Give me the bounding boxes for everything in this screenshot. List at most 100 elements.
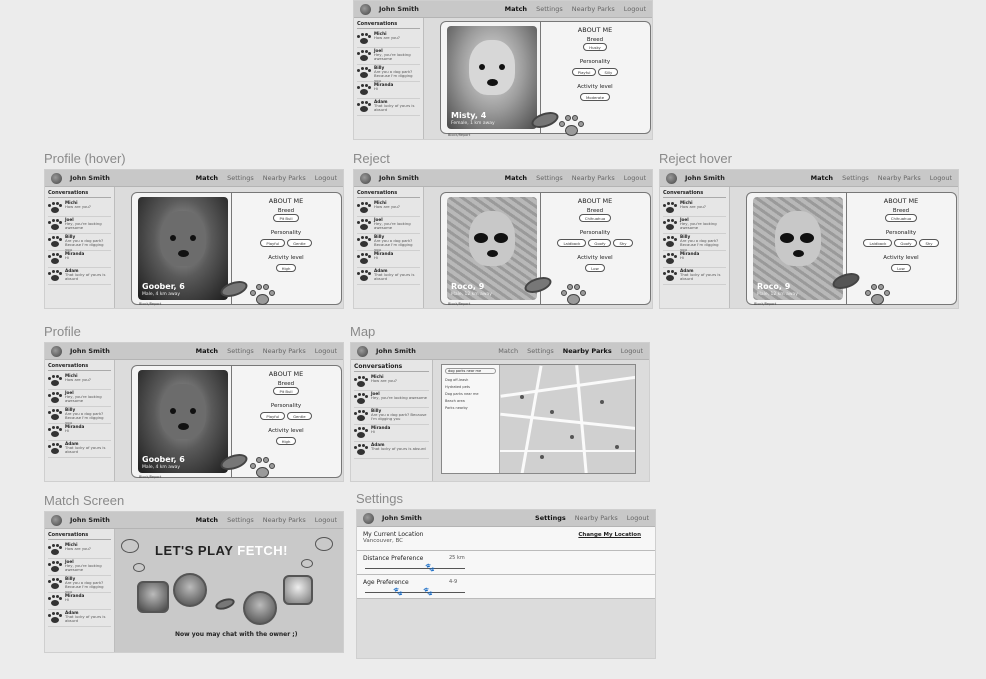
block-report-link[interactable]: Block/Report [139, 475, 162, 479]
conversation-item[interactable]: Michi How are you? [48, 542, 111, 559]
conversation-item[interactable]: Adam That lucky of yours is absurd [357, 268, 420, 285]
nav-settings[interactable]: Settings [535, 514, 566, 522]
dog-photo[interactable]: Goober, 6 Male, 4 km away [138, 370, 228, 473]
conversation-item[interactable]: Adam That lucky of yours is absurd [663, 268, 726, 285]
conversation-item[interactable]: Michi How are you? [48, 373, 111, 390]
avatar[interactable] [357, 345, 368, 357]
map-result-item[interactable]: Beach area [445, 399, 465, 403]
map-result-item[interactable]: Parks nearby [445, 406, 468, 410]
conversation-item[interactable]: Adam That lucky of yours is absurd [48, 610, 111, 627]
block-report-link[interactable]: Block/Report [448, 133, 471, 137]
conversation-item[interactable]: Michi How are you? [663, 200, 726, 217]
conversation-item[interactable]: Miranda Hi [357, 82, 420, 99]
map-result-item[interactable]: Dog parks near me [445, 392, 479, 396]
conversation-item[interactable]: Billy Are you a dog park? Because I'm dig… [663, 234, 726, 252]
map-result-item[interactable]: Hydrated pets [445, 385, 470, 389]
map-pin-icon[interactable] [550, 410, 554, 414]
nav-settings[interactable]: Settings [527, 347, 554, 355]
nav-settings[interactable]: Settings [536, 174, 563, 182]
conversation-item[interactable]: Joel Hey, you're looking awesome [48, 390, 111, 407]
nav-parks[interactable]: Nearby Parks [262, 516, 306, 524]
map-search-input[interactable]: dog parks near me [445, 368, 496, 374]
conversation-item[interactable]: Miranda Hi [48, 593, 111, 610]
age-slider[interactable]: 🐾 🐾 [365, 587, 465, 596]
dog-photo[interactable]: Roco, 9 Male, 12 km away [447, 197, 537, 300]
conversation-item[interactable]: Michi How are you? [48, 200, 111, 217]
like-paw-icon[interactable] [561, 284, 586, 306]
distance-slider[interactable]: 🐾 [365, 563, 465, 572]
paw-knob-icon[interactable]: 🐾 [393, 587, 403, 596]
conversation-item[interactable]: Joel Hey, you're looking awesome [354, 391, 429, 408]
nav-parks[interactable]: Nearby Parks [877, 174, 921, 182]
map-pin-icon[interactable] [520, 395, 524, 399]
conversation-item[interactable]: Miranda Hi [354, 425, 429, 442]
conversation-item[interactable]: Joel Hey, you're looking awesome [663, 217, 726, 234]
nav-match[interactable]: Match [810, 174, 834, 182]
nav-settings[interactable]: Settings [536, 5, 563, 13]
like-paw-icon[interactable] [250, 284, 275, 306]
conversation-item[interactable]: Miranda Hi [48, 251, 111, 268]
nav-settings[interactable]: Settings [227, 347, 254, 355]
nav-match[interactable]: Match [195, 347, 219, 355]
change-location-link[interactable]: Change My Location [578, 532, 641, 538]
conversation-item[interactable]: Miranda Hi [663, 251, 726, 268]
conversation-item[interactable]: Billy Are you a dog park? Because I'm dig… [48, 234, 111, 252]
nav-settings[interactable]: Settings [227, 516, 254, 524]
conversation-item[interactable]: Joel Hey, you're looking awesome [48, 559, 111, 576]
nav-match[interactable]: Match [504, 174, 528, 182]
block-report-link[interactable]: Block/Report [448, 302, 471, 306]
avatar[interactable] [360, 3, 371, 15]
conversation-item[interactable]: Joel Hey, you're looking awesome [357, 217, 420, 234]
nav-logout[interactable]: Logout [314, 516, 337, 524]
conversation-item[interactable]: Michi How are you? [357, 200, 420, 217]
nav-logout[interactable]: Logout [314, 347, 337, 355]
nav-logout[interactable]: Logout [929, 174, 952, 182]
nav-match[interactable]: Match [195, 174, 219, 182]
conversation-item[interactable]: Adam That lucky of yours is absurd [357, 99, 420, 116]
avatar[interactable] [666, 172, 677, 184]
map-pin-icon[interactable] [540, 455, 544, 459]
dog-photo[interactable]: Misty, 4 Female, 1 km away [447, 26, 537, 129]
nav-logout[interactable]: Logout [620, 347, 643, 355]
conversation-item[interactable]: Joel Hey, you're looking awesome [357, 48, 420, 65]
nav-logout[interactable]: Logout [623, 174, 646, 182]
nav-logout[interactable]: Logout [626, 514, 649, 522]
block-report-link[interactable]: Block/Report [754, 302, 777, 306]
conversation-item[interactable]: Michi How are you? [354, 374, 429, 391]
paw-knob-icon[interactable]: 🐾 [423, 587, 433, 596]
map-canvas[interactable] [500, 365, 635, 473]
avatar[interactable] [51, 345, 62, 357]
conversation-item[interactable]: Billy Are you a dog park? Because I'm dig… [48, 576, 111, 594]
conversation-item[interactable]: Joel Hey, you're looking awesome [48, 217, 111, 234]
conversation-item[interactable]: Billy Are you a dog park? Because I'm dig… [354, 408, 429, 425]
block-report-link[interactable]: Block/Report [139, 302, 162, 306]
nav-settings[interactable]: Settings [227, 174, 254, 182]
conversation-item[interactable]: Michi How are you? [357, 31, 420, 48]
map-view[interactable]: dog parks near me Dog off-leash Hydrated… [441, 364, 636, 474]
nav-parks[interactable]: Nearby Parks [574, 514, 618, 522]
avatar[interactable] [360, 172, 371, 184]
nav-parks[interactable]: Nearby Parks [562, 347, 612, 355]
conversation-item[interactable]: Adam That lucky of yours is absurd [48, 441, 111, 458]
nav-logout[interactable]: Logout [623, 5, 646, 13]
like-paw-icon[interactable] [865, 284, 890, 306]
nav-parks[interactable]: Nearby Parks [262, 174, 306, 182]
conversation-item[interactable]: Adam That lucky of yours is absurd [354, 442, 429, 459]
map-result-item[interactable]: Dog off-leash [445, 378, 469, 382]
nav-logout[interactable]: Logout [314, 174, 337, 182]
avatar[interactable] [51, 172, 62, 184]
avatar[interactable] [363, 512, 374, 524]
conversation-item[interactable]: Miranda Hi [48, 424, 111, 441]
map-pin-icon[interactable] [570, 435, 574, 439]
dog-photo[interactable]: Roco, 9 Male, 12 km away [753, 197, 843, 300]
nav-parks[interactable]: Nearby Parks [571, 5, 615, 13]
dog-photo[interactable]: Goober, 6 Male, 4 km away [138, 197, 228, 300]
nav-match[interactable]: Match [504, 5, 528, 13]
map-pin-icon[interactable] [615, 445, 619, 449]
conversation-item[interactable]: Miranda Hi [357, 251, 420, 268]
map-pin-icon[interactable] [600, 400, 604, 404]
conversation-item[interactable]: Adam That lucky of yours is absurd [48, 268, 111, 285]
conversation-item[interactable]: Billy Are you a dog park? Because I'm dig… [48, 407, 111, 425]
nav-match[interactable]: Match [498, 347, 519, 355]
like-paw-icon[interactable] [559, 115, 584, 137]
